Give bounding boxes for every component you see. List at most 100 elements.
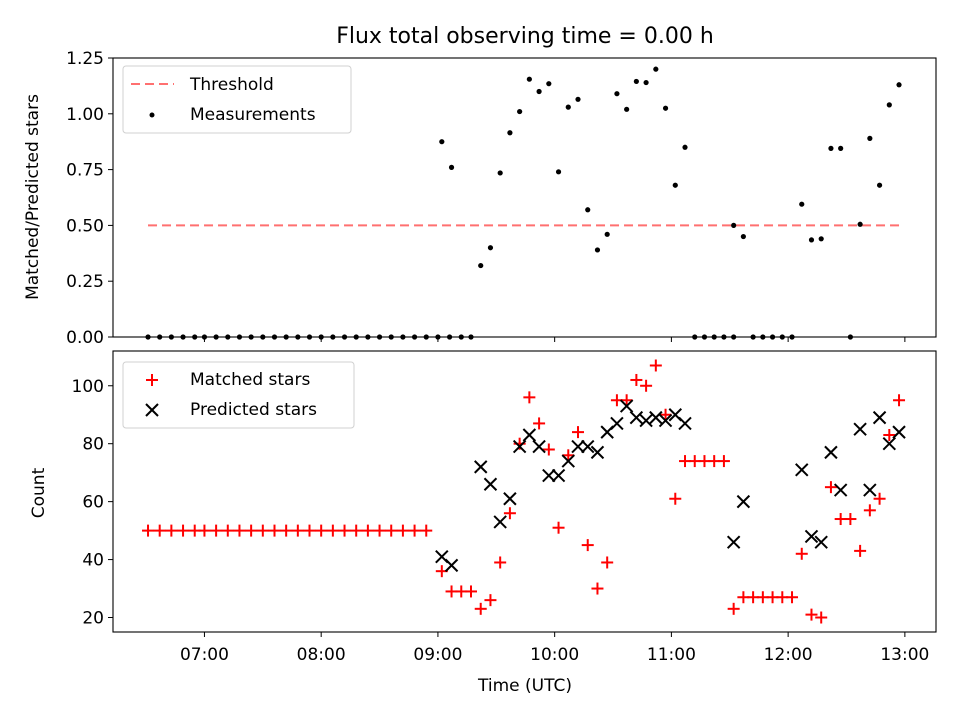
matched-star-point: [484, 594, 497, 607]
y-tick-label: 1.25: [66, 49, 104, 69]
measurement-point: [306, 334, 313, 340]
matched-star-point: [153, 524, 166, 537]
measurement-point: [248, 334, 254, 340]
measurement-point: [526, 76, 532, 82]
measurement-point: [423, 334, 429, 340]
measurement-point: [487, 245, 494, 251]
predicted-star-point: [444, 558, 459, 573]
measurement-point: [448, 164, 455, 170]
y-tick-label: 1.00: [66, 105, 104, 125]
measurement-point: [721, 334, 727, 340]
measurement-point: [295, 334, 301, 340]
predicted-star-point: [882, 436, 897, 451]
measurement-point: [857, 221, 863, 227]
matched-star-point: [523, 391, 536, 404]
matched-star-point: [883, 429, 896, 442]
matched-star-point: [562, 449, 575, 462]
y-tick-label: 40: [82, 551, 104, 571]
matched-star-point: [727, 602, 740, 615]
predicted-star-point: [892, 425, 906, 439]
matched-star-point: [659, 408, 672, 421]
matched-star-point: [373, 524, 386, 537]
matched-star-point: [863, 504, 876, 517]
measurement-point: [847, 334, 853, 340]
measurement-point: [779, 334, 785, 340]
measurement-point: [789, 334, 795, 340]
matched-star-point: [805, 608, 818, 621]
measurement-point: [711, 334, 717, 340]
y-tick-label: 0.50: [66, 216, 104, 236]
measurement-point: [411, 334, 418, 340]
measurement-point: [769, 334, 776, 340]
predicted-star-point: [493, 515, 507, 529]
measurement-point: [828, 145, 834, 151]
matched-star-point: [338, 524, 351, 537]
measurement-point: [365, 334, 371, 340]
measurement-point: [517, 108, 523, 115]
measurement-point: [643, 79, 649, 86]
measurement-point: [585, 207, 591, 213]
predicted-star-point: [824, 445, 838, 460]
figure-title: Flux total observing time = 0.00 h: [336, 24, 714, 49]
predicted-star-point: [474, 460, 488, 474]
matched-star-point: [268, 524, 281, 537]
matched-star-point: [408, 524, 421, 537]
measurement-point: [731, 222, 737, 228]
matched-star-point: [591, 582, 604, 595]
predicted-star-point: [561, 454, 575, 468]
predicted-star-point: [658, 413, 673, 428]
measurement-point: [896, 82, 902, 88]
legend-predicted-swatch: [145, 403, 159, 417]
measurement-point: [192, 334, 198, 340]
bottom-panel: 20 40 60 80 100 07:00 08:00 09:00 10:00 11:00 12:…: [29, 350, 937, 696]
predicted-star-point: [522, 428, 537, 442]
matched-star-point: [649, 359, 662, 372]
predicted-star-point: [804, 529, 819, 544]
y-tick-label: 60: [82, 493, 104, 513]
legend-measurements-swatch: [149, 112, 155, 118]
bottom-x-axis: 07:00 08:00 09:00 10:00 11:00 12:00 13:00: [180, 632, 929, 665]
legend-threshold-label: Threshold: [189, 75, 274, 95]
measurement-point: [435, 334, 441, 340]
measurement-point: [507, 130, 513, 136]
matched-star-point: [786, 591, 799, 604]
matched-star-point: [464, 585, 477, 598]
predicted-star-point: [853, 422, 867, 436]
matched-star-point: [640, 379, 653, 392]
measurement-point: [692, 334, 698, 340]
matched-star-point: [795, 547, 808, 560]
matched-star-point: [233, 524, 246, 537]
matched-star-point: [142, 524, 155, 537]
measurement-point: [838, 145, 844, 151]
measurement-point: [624, 106, 630, 112]
predicted-star-point: [795, 463, 809, 477]
predicted-star-point: [736, 494, 751, 509]
matched-star-point: [326, 524, 339, 537]
legend-matched-swatch: [146, 374, 158, 386]
measurement-point: [662, 105, 669, 111]
matched-star-point: [245, 524, 258, 537]
measurement-point: [886, 102, 892, 108]
y-tick-label: 0.25: [66, 272, 104, 292]
predicted-star-point: [571, 439, 585, 454]
measurement-point: [201, 334, 208, 340]
measurement-point: [799, 201, 805, 207]
y-tick-label: 20: [82, 609, 104, 629]
matched-star-point: [256, 524, 269, 537]
matched-star-point: [280, 524, 293, 537]
measurement-point: [478, 262, 484, 269]
measurement-point: [330, 334, 336, 340]
matched-star-point: [303, 524, 316, 537]
predicted-star-point: [678, 416, 692, 431]
measurement-point: [546, 81, 552, 87]
measurement-point: [653, 66, 659, 72]
x-tick-label: 12:00: [764, 645, 813, 665]
matched-star-point: [542, 443, 555, 456]
measurement-point: [376, 334, 383, 340]
y-tick-label: 100: [72, 377, 104, 397]
matched-star-point: [581, 539, 594, 552]
x-tick-label: 09:00: [413, 645, 462, 665]
matched-star-point: [552, 521, 565, 534]
measurement-point: [575, 96, 581, 102]
top-panel: 0.00 0.25 0.50 0.75 1.00 1.25 Matched/Predict…: [23, 49, 937, 348]
